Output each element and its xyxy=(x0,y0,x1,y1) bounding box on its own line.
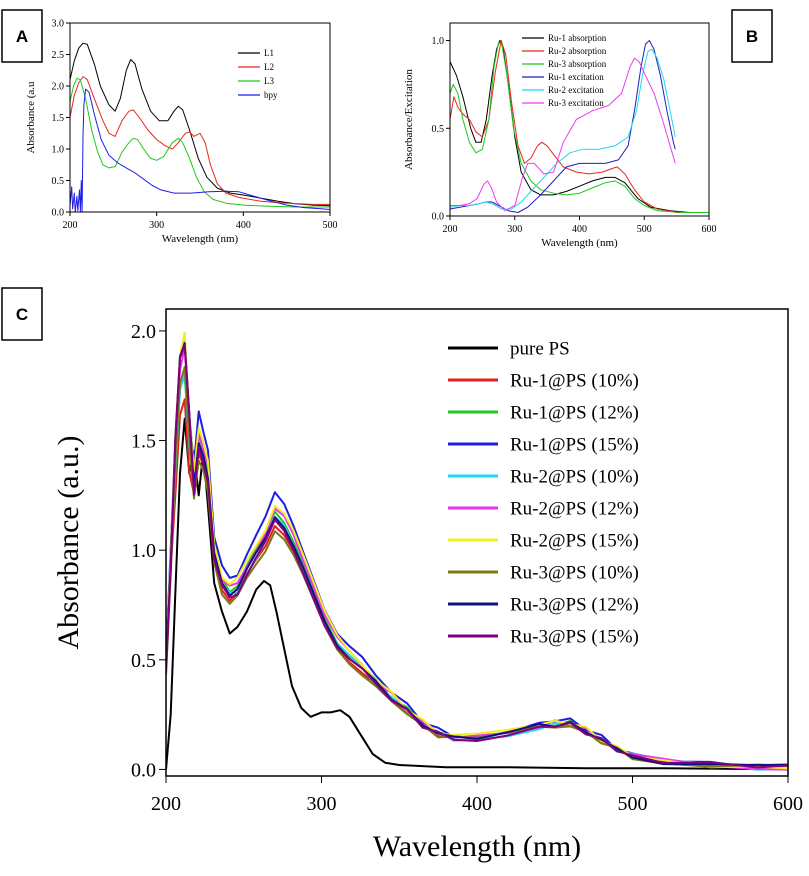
panel-c: C 200 300 400 500 600 0.0 0.5 1.0 1.5 2.0 Wavelengt… xyxy=(1,287,803,863)
legend-entry: L1 xyxy=(264,48,274,58)
y-tick-label: 0.0 xyxy=(52,208,65,219)
legend: Ru-1 absorption Ru-2 absorption Ru-3 absor… xyxy=(522,33,607,108)
x-tick-label: 600 xyxy=(773,793,803,815)
y-tick-label: 0.0 xyxy=(432,212,445,223)
y-tick-label: 0.5 xyxy=(52,176,65,187)
y-tick-label: 1.5 xyxy=(131,431,156,453)
series-line-ru-2-ps-15- xyxy=(166,331,788,770)
legend-entry: L2 xyxy=(264,62,274,72)
legend-entry: Ru-2@PS (10%) xyxy=(510,467,639,488)
legend-entry: Ru-3 excitation xyxy=(548,98,604,108)
legend-entry: Ru-1@PS (15%) xyxy=(510,435,639,456)
legend-entry: bpy xyxy=(264,90,278,100)
x-tick-label: 300 xyxy=(507,224,522,235)
panel-a: A 200 300 400 500 0.0 0.5 1.0 1.5 2.0 2.5 3.0 Wavele… xyxy=(1,9,338,245)
legend-entry: Ru-2@PS (15%) xyxy=(510,531,639,552)
legend-entry: Ru-3@PS (10%) xyxy=(510,563,639,584)
x-tick-label: 200 xyxy=(151,793,181,815)
y-tick-label: 0.5 xyxy=(131,650,156,672)
series-line-ru-3-excitation xyxy=(450,57,676,212)
y-tick-label: 0.0 xyxy=(131,759,156,781)
y-tick-label: 1.5 xyxy=(52,113,65,124)
series-line-l1 xyxy=(70,42,330,207)
series-line-ru-1-ps-10- xyxy=(166,398,788,767)
series-line-ru-3-ps-12- xyxy=(166,342,788,767)
y-tick-label: 2.0 xyxy=(52,82,65,93)
x-tick-label: 500 xyxy=(637,224,652,235)
x-tick-label: 500 xyxy=(323,220,338,231)
x-axis-label: Wavelength (nm) xyxy=(373,830,581,863)
legend-entry: Ru-2 excitation xyxy=(548,85,604,95)
x-tick-label: 300 xyxy=(149,220,164,231)
x-tick-label: 300 xyxy=(307,793,337,815)
panel-b: B 200 300 400 500 600 0.0 0.5 1.0 Wavelength (nm)… xyxy=(403,9,773,249)
x-axis-label: Wavelength (nm) xyxy=(541,237,618,249)
legend-entry: Ru-3@PS (12%) xyxy=(510,595,639,616)
legend-entry: Ru-1 absorption xyxy=(548,33,607,43)
x-tick-label: 400 xyxy=(236,220,251,231)
legend-entry: Ru-1@PS (12%) xyxy=(510,403,639,424)
panel-label: A xyxy=(16,27,28,46)
panel-label: C xyxy=(16,305,28,324)
series-line-ru-1-excitation xyxy=(450,40,676,213)
y-tick-label: 1.0 xyxy=(52,145,65,156)
legend-entry: Ru-3 absorption xyxy=(548,59,607,69)
series-line-l3 xyxy=(70,77,330,208)
legend-entry: Ru-1 excitation xyxy=(548,72,604,82)
y-axis-label: Absorbance (a.u.) xyxy=(52,435,85,649)
series-line-ru-2-absorption xyxy=(450,40,709,213)
x-tick-label: 200 xyxy=(443,224,458,235)
series-group xyxy=(450,40,709,213)
series-group xyxy=(166,331,788,771)
series-line-ru-3-ps-15- xyxy=(166,343,788,769)
y-tick-label: 2.5 xyxy=(52,50,65,61)
y-tick-label: 1.0 xyxy=(131,540,156,562)
series-line-ru-2-excitation xyxy=(450,48,676,210)
legend-entry: Ru-3@PS (15%) xyxy=(510,627,639,648)
series-line-l2 xyxy=(70,76,330,205)
x-tick-label: 500 xyxy=(618,793,648,815)
x-tick-label: 400 xyxy=(462,793,492,815)
y-tick-label: 2.0 xyxy=(131,321,156,343)
legend-entry: Ru-2@PS (12%) xyxy=(510,499,639,520)
panel-label: B xyxy=(746,27,758,46)
series-line-ru-3-absorption xyxy=(450,41,709,213)
series-line-ru-3-ps-10- xyxy=(166,365,788,768)
legend-entry: pure PS xyxy=(510,339,570,360)
series-line-ru-1-ps-12- xyxy=(166,374,788,767)
y-tick-label: 3.0 xyxy=(52,19,65,30)
legend-entry: L3 xyxy=(264,76,274,86)
x-tick-label: 400 xyxy=(572,224,587,235)
panel-label-box xyxy=(731,9,773,63)
y-tick-label: 0.5 xyxy=(432,124,445,135)
legend: pure PS Ru-1@PS (10%) Ru-1@PS (12%) Ru-1@PS… xyxy=(448,339,639,648)
series-line-bpy xyxy=(70,88,330,212)
series-line-ru-1-absorption xyxy=(450,40,709,213)
legend: L1 L2 L3 bpy xyxy=(238,48,278,100)
series-line-pure-ps xyxy=(166,417,788,771)
series-group xyxy=(70,42,330,212)
x-tick-label: 200 xyxy=(63,220,78,231)
x-tick-label: 600 xyxy=(702,224,717,235)
y-axis-label: Absorbance (a.u xyxy=(25,81,37,154)
x-axis-label: Wavelength (nm) xyxy=(162,233,239,245)
panel-label-box xyxy=(1,287,43,341)
panel-label-box xyxy=(1,9,43,63)
y-axis-label: Absorbance/Excitation xyxy=(403,69,415,170)
legend-entry: Ru-2 absorption xyxy=(548,46,607,56)
series-line-ru-2-ps-12- xyxy=(166,345,788,771)
y-tick-label: 1.0 xyxy=(432,36,445,47)
legend-entry: Ru-1@PS (10%) xyxy=(510,371,639,392)
